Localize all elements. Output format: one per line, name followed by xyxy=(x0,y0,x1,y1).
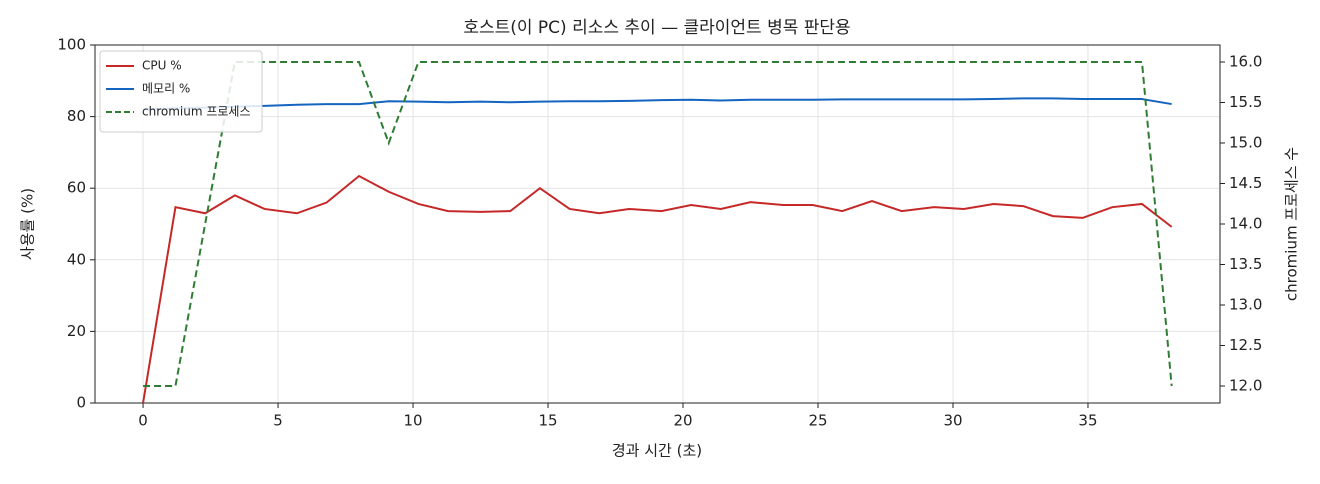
plot-frame xyxy=(94,44,1221,404)
y-tick-label: 40 xyxy=(67,250,86,268)
y2-tick-label: 13.0 xyxy=(1229,295,1262,313)
y2-tick-label: 12.5 xyxy=(1229,336,1262,354)
y-tick-label: 80 xyxy=(67,107,86,125)
x-tick-label: 25 xyxy=(808,412,827,430)
y2-tick-label: 13.5 xyxy=(1229,255,1262,273)
x-axis-label: 경과 시간 (초) xyxy=(612,442,702,460)
x-tick-label: 15 xyxy=(538,412,557,430)
data-line xyxy=(142,174,1173,404)
legend-label: 메모리 % xyxy=(142,82,190,96)
legend-label: CPU % xyxy=(142,59,182,73)
y2-tick-label: 15.5 xyxy=(1229,93,1262,111)
y2-tick-label: 16.0 xyxy=(1229,53,1262,71)
y2-axis-label: chromium 프로세스 수 xyxy=(1283,147,1301,301)
x-tick-label: 30 xyxy=(943,412,962,430)
y2-tick-label: 12.0 xyxy=(1229,376,1262,394)
y2-tick-label: 15.0 xyxy=(1229,134,1262,152)
legend-label: chromium 프로세스 xyxy=(142,105,251,119)
y-tick-label: 0 xyxy=(76,394,86,412)
y-tick-label: 100 xyxy=(57,36,86,54)
y-axis-label: 사용률 (%) xyxy=(19,188,37,260)
x-tick-label: 5 xyxy=(273,412,283,430)
y-tick-label: 60 xyxy=(67,179,86,197)
legend-box xyxy=(99,50,263,133)
y2-tick-label: 14.5 xyxy=(1229,174,1262,192)
data-line xyxy=(143,61,1173,387)
x-tick-label: 10 xyxy=(403,412,422,430)
x-tick-label: 0 xyxy=(138,412,148,430)
legend: CPU % 메모리 % chromium 프로세스 xyxy=(99,50,263,133)
y2-tick-label: 14.0 xyxy=(1229,215,1262,233)
chart-title: 호스트(이 PC) 리소스 추이 — 클라이언트 병목 판단용 xyxy=(463,18,850,38)
data-line xyxy=(143,97,1172,111)
y-tick-label: 20 xyxy=(67,322,86,340)
x-tick-label: 35 xyxy=(1078,412,1097,430)
x-tick-label: 20 xyxy=(673,412,692,430)
